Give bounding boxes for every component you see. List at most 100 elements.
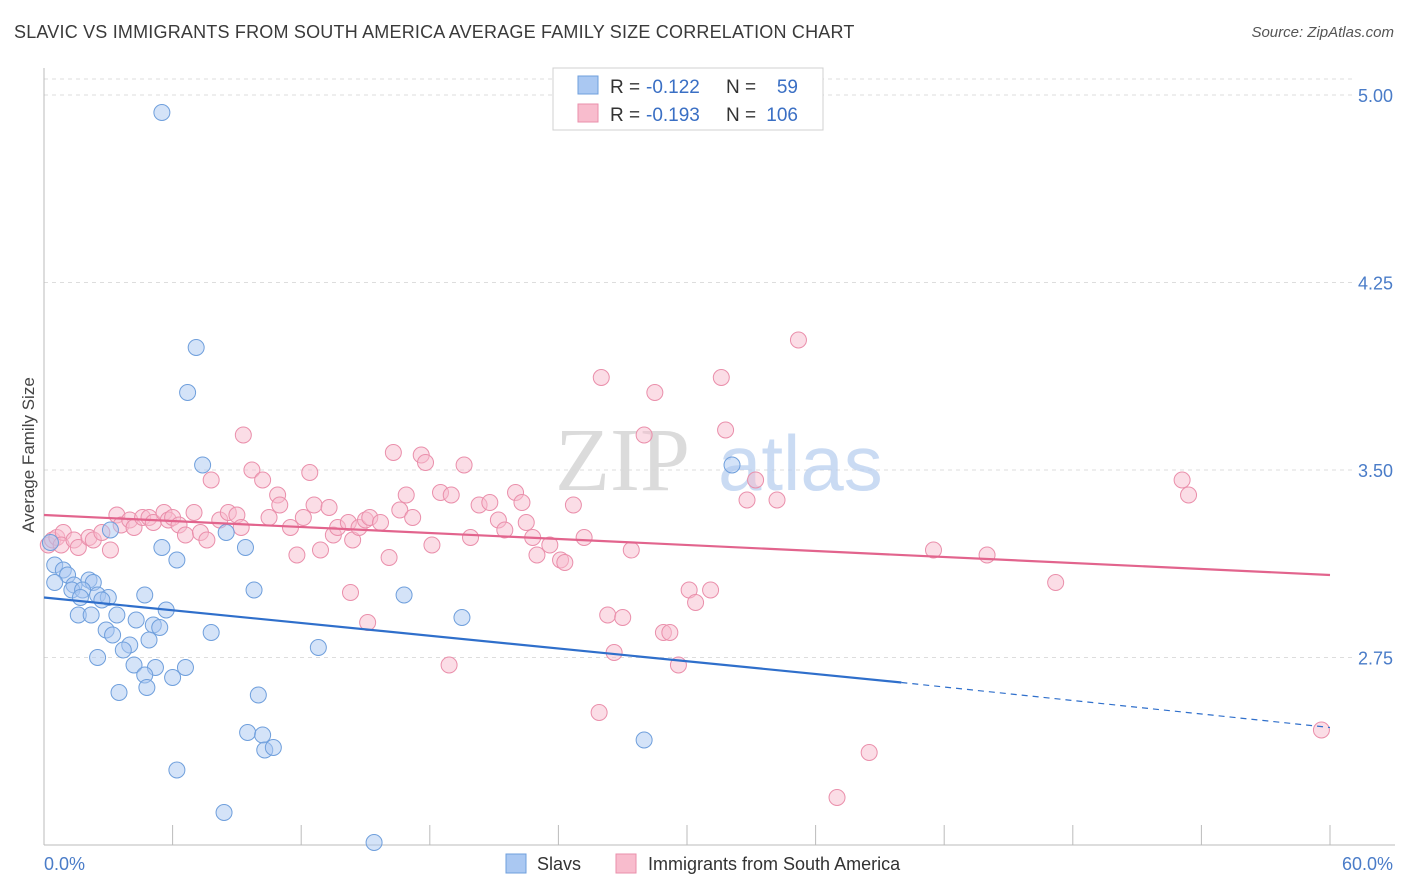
immigrants-point-89 <box>687 594 705 611</box>
immigrants-point-69 <box>513 494 531 511</box>
immigrants-point-92 <box>717 421 735 439</box>
immigrants-point-55 <box>397 486 415 504</box>
immigrants-point-54 <box>391 501 409 519</box>
immigrants-point-75 <box>556 554 574 571</box>
bottom-legend-label-immigrants: Immigrants from South America <box>648 854 901 874</box>
immigrants-point-107 <box>860 744 878 761</box>
immigrants-point-36 <box>271 496 289 514</box>
immigrants-point-22 <box>176 526 194 544</box>
slavs-point-39 <box>114 641 132 659</box>
slavs-point-45 <box>176 659 194 676</box>
immigrants-point-90 <box>702 581 720 599</box>
slavs-point-29 <box>82 606 100 624</box>
slavs-point-52 <box>254 726 272 744</box>
slavs-point-5 <box>101 521 119 539</box>
immigrants-point-42 <box>311 541 329 559</box>
immigrants-point-59 <box>423 536 441 554</box>
trend-lines <box>43 513 1331 729</box>
slavs-point-50 <box>249 686 267 704</box>
slavs-point-24 <box>93 591 111 609</box>
immigrants-point-62 <box>455 456 473 474</box>
immigrants-point-10 <box>101 541 119 559</box>
bottom-legend: Slavs Immigrants from South America <box>505 853 901 874</box>
immigrants-point-106 <box>1312 721 1330 739</box>
immigrants-point-95 <box>768 491 786 509</box>
x-tick-label-0: 0.0% <box>44 854 85 874</box>
immigrants-point-77 <box>575 529 593 546</box>
immigrants-point-51 <box>372 514 390 531</box>
immigrants-point-31 <box>234 426 252 444</box>
immigrants-point-83 <box>635 426 653 444</box>
slavs-point-35 <box>202 624 220 641</box>
slavs-point-40 <box>309 639 327 656</box>
immigrants-point-91 <box>712 369 730 386</box>
legend-swatch-immigrants <box>577 103 599 123</box>
immigrants-point-84 <box>646 384 664 401</box>
immigrants-point-94 <box>747 471 765 489</box>
slavs-point-2 <box>179 384 197 401</box>
x-tick-label-1: 60.0% <box>1342 854 1393 874</box>
legend-r-value-slavs: -0.122 <box>646 77 700 98</box>
slavs-point-37 <box>140 631 158 649</box>
immigrants-point-72 <box>528 546 546 564</box>
immigrants-point-39 <box>294 509 312 526</box>
slavs-point-54 <box>264 739 282 756</box>
immigrants-point-65 <box>481 494 499 511</box>
bottom-legend-swatch-immigrants <box>615 853 637 874</box>
legend-swatch-slavs <box>577 75 599 95</box>
immigrants-point-99 <box>440 656 458 674</box>
slavs-point-25 <box>136 586 154 604</box>
immigrants-point-53 <box>384 444 402 461</box>
immigrants-point-41 <box>305 496 323 514</box>
slavs-point-4 <box>723 456 741 474</box>
slavs-point-31 <box>127 611 145 629</box>
source-label: Source: ZipAtlas.com <box>1251 24 1394 41</box>
legend-r-value-immigrants: -0.193 <box>646 105 700 126</box>
y-axis-label: Average Family Size <box>19 377 38 533</box>
immigrants-point-97 <box>341 584 359 601</box>
immigrants-point-96 <box>789 331 807 349</box>
slavs-trend-line-extension <box>901 681 1331 729</box>
slavs-point-57 <box>215 804 233 821</box>
series-slavs-points <box>41 104 741 851</box>
slavs-point-33 <box>151 619 169 636</box>
immigrants-point-78 <box>592 369 610 386</box>
slavs-point-8 <box>153 539 171 556</box>
slavs-point-10 <box>41 534 59 551</box>
immigrants-point-103 <box>1047 574 1065 591</box>
slavs-point-47 <box>164 669 182 686</box>
slavs-point-22 <box>71 589 89 606</box>
immigrants-point-52 <box>380 549 398 566</box>
legend-n-label-slavs: N = <box>726 77 756 98</box>
immigrants-point-105 <box>1180 486 1198 504</box>
immigrants-point-61 <box>442 486 460 504</box>
y-tick-label-1: 3.50 <box>1358 461 1393 481</box>
immigrants-point-43 <box>320 499 338 516</box>
immigrants-point-73 <box>541 536 559 554</box>
immigrants-point-67 <box>496 521 514 539</box>
immigrants-point-56 <box>404 509 422 526</box>
legend-n-label-immigrants: N = <box>726 105 756 126</box>
y-tick-label-2: 4.25 <box>1358 274 1393 294</box>
legend-n-value-slavs: 59 <box>777 77 798 98</box>
immigrants-point-100 <box>590 704 608 721</box>
chart-title: SLAVIC VS IMMIGRANTS FROM SOUTH AMERICA … <box>14 22 855 42</box>
legend-n-value-immigrants: 106 <box>766 105 798 126</box>
immigrants-point-30 <box>232 519 250 536</box>
immigrants-point-26 <box>202 471 220 489</box>
bottom-legend-swatch-slavs <box>505 853 527 874</box>
immigrants-point-40 <box>301 464 319 481</box>
slavs-point-48 <box>138 679 156 696</box>
slavs-point-1 <box>187 339 205 356</box>
y-tick-label-3: 5.00 <box>1358 86 1393 106</box>
slavs-point-42 <box>89 649 107 666</box>
slavs-point-3 <box>194 456 212 474</box>
legend-r-label-immigrants: R = <box>610 105 640 126</box>
slavs-point-9 <box>168 551 186 569</box>
immigrants-point-6 <box>69 539 87 556</box>
slavs-trend-line <box>43 596 902 684</box>
immigrants-point-108 <box>828 789 846 806</box>
immigrants-point-81 <box>614 609 632 626</box>
immigrants-point-93 <box>738 491 756 509</box>
